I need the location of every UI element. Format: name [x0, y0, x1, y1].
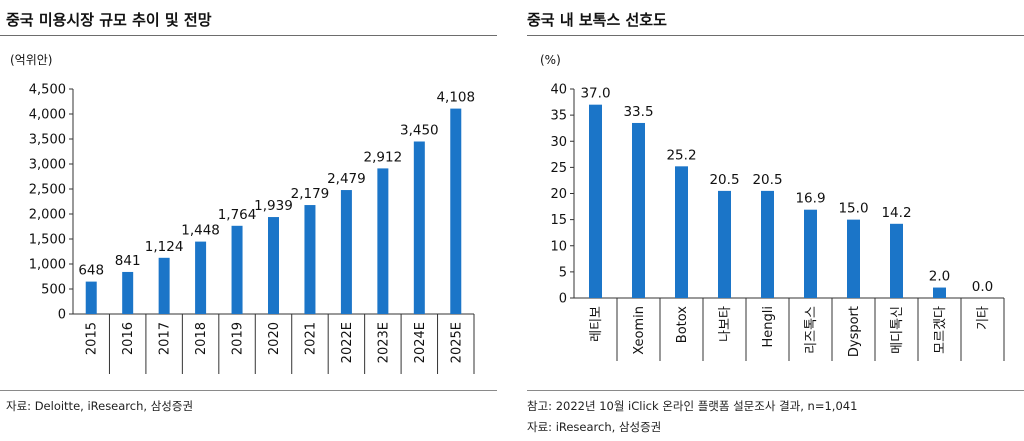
left-category-label: 2021 — [303, 322, 318, 355]
right-category-label: 기타 — [976, 306, 991, 330]
left-category-label: 2018 — [194, 322, 209, 355]
left-title-rule — [0, 35, 497, 36]
right-y-tick-label: 5 — [559, 265, 567, 280]
right-panel: 중국 내 보톡스 선호도 (%) 0 5 10 15 20 25 30 35 40 37.0 레티보 3… — [527, 0, 1024, 441]
right-bar — [890, 223, 903, 298]
left-data-label: 1,939 — [254, 198, 293, 214]
right-bar — [933, 287, 946, 298]
left-data-label: 1,448 — [181, 223, 220, 239]
left-y-tick-label: 2,500 — [29, 183, 66, 198]
left-category-label: 2023E — [376, 322, 391, 363]
left-y-tick-label: 1,000 — [29, 258, 66, 273]
right-y-tick-label: 35 — [550, 109, 567, 124]
right-y-tick-label: 25 — [550, 161, 567, 176]
left-data-label: 648 — [78, 263, 104, 279]
left-category-label: 2017 — [158, 322, 173, 355]
right-y-tick-label: 10 — [550, 239, 567, 254]
left-category-label: 2024E — [413, 322, 428, 363]
left-bar — [122, 271, 134, 314]
right-data-label: 20.5 — [752, 172, 782, 188]
left-unit-label: (억위안) — [10, 53, 52, 67]
right-data-label: 16.9 — [795, 191, 825, 207]
left-bar-chart: (억위안) 0 500 1,000 1,500 2,000 2,500 3,000 3,500 4… — [10, 53, 475, 374]
left-category-label: 2016 — [121, 322, 136, 355]
right-y-tick-label: 20 — [550, 187, 567, 202]
right-category-label: Botox — [675, 306, 690, 344]
right-category-label: Hengli — [761, 306, 776, 348]
left-y-tick-label: 2,000 — [29, 208, 66, 223]
left-data-label: 841 — [115, 253, 141, 269]
right-data-label: 0.0 — [972, 279, 993, 295]
left-bar — [304, 205, 316, 314]
right-data-label: 20.5 — [709, 172, 739, 188]
right-bar — [589, 104, 602, 298]
right-category-label: Dysport — [847, 306, 862, 357]
right-bar — [804, 209, 817, 298]
right-data-label: 37.0 — [580, 86, 610, 102]
right-bar — [632, 122, 645, 299]
right-reference-note: 참고: 2022년 10월 iClick 온라인 플랫폼 설문조사 결과, n=… — [527, 399, 858, 413]
left-bar — [158, 257, 170, 314]
right-bar — [761, 190, 774, 298]
left-source-note: 자료: Deloitte, iResearch, 삼성증권 — [6, 399, 194, 413]
left-category-label: 2015 — [85, 322, 100, 355]
left-bar — [268, 217, 279, 314]
right-data-label: 14.2 — [881, 205, 911, 221]
left-data-label: 2,179 — [291, 186, 330, 202]
left-category-label: 2019 — [231, 322, 246, 355]
left-data-label: 2,912 — [364, 149, 403, 165]
right-unit-label: (%) — [540, 53, 561, 67]
right-data-label: 33.5 — [623, 104, 653, 120]
right-bar — [847, 219, 860, 298]
left-footer-rule — [0, 390, 497, 391]
left-bar — [85, 281, 97, 314]
right-bar — [718, 190, 731, 298]
left-data-label: 3,450 — [400, 123, 439, 139]
right-data-label: 25.2 — [666, 147, 696, 163]
right-y-tick-label: 0 — [559, 292, 567, 307]
left-chart-title: 중국 미용시장 규모 추이 및 전망 — [6, 11, 212, 29]
left-y-tick-label: 0 — [58, 308, 66, 323]
left-y-tick-label: 1,500 — [29, 233, 66, 248]
right-category-label: Xeomin — [632, 306, 647, 355]
left-data-label: 1,764 — [218, 207, 257, 223]
right-category-label: 리즈톡스 — [804, 306, 819, 354]
left-category-label: 2025E — [449, 322, 464, 363]
right-y-tick-label: 15 — [550, 213, 567, 228]
left-bar — [340, 190, 352, 314]
right-y-tick-label: 40 — [550, 83, 567, 98]
right-category-label: 메디톡신 — [890, 306, 905, 354]
left-y-tick-label: 3,500 — [29, 133, 66, 148]
left-y-tick-label: 4,500 — [29, 83, 66, 98]
left-y-tick-label: 500 — [41, 283, 66, 298]
left-category-label: 2020 — [267, 322, 282, 355]
left-data-label: 4,108 — [436, 90, 475, 106]
right-category-label: 레티보 — [589, 306, 604, 342]
left-bar — [377, 168, 389, 314]
left-data-label: 1,124 — [145, 239, 184, 255]
right-bar — [675, 166, 688, 298]
left-data-label: 2,479 — [327, 171, 366, 187]
left-bar — [231, 225, 243, 314]
right-y-tick-label: 30 — [550, 135, 567, 150]
left-bar — [413, 141, 425, 314]
left-y-tick-label: 3,000 — [29, 158, 66, 173]
right-data-label: 15.0 — [838, 201, 868, 217]
right-bar-chart: (%) 0 5 10 15 20 25 30 35 40 37.0 레티보 33.5 Xeomin 25.2… — [540, 53, 1005, 361]
right-data-label: 2.0 — [929, 269, 950, 285]
left-category-label: 2022E — [340, 322, 355, 363]
right-footer-rule — [527, 390, 1024, 391]
left-bar — [450, 108, 462, 314]
left-bar — [195, 241, 207, 314]
left-y-tick-label: 4,000 — [29, 108, 66, 123]
left-panel: 중국 미용시장 규모 추이 및 전망 (억위안) 0 500 1,000 1,500 2,… — [0, 0, 497, 441]
right-source-note: 자료: iResearch, 삼성증권 — [527, 420, 662, 434]
right-title-rule — [527, 35, 1024, 36]
right-category-label: 모르겠다 — [933, 306, 948, 354]
right-category-label: 나보타 — [718, 306, 733, 342]
right-chart-title: 중국 내 보톡스 선호도 — [527, 11, 667, 29]
